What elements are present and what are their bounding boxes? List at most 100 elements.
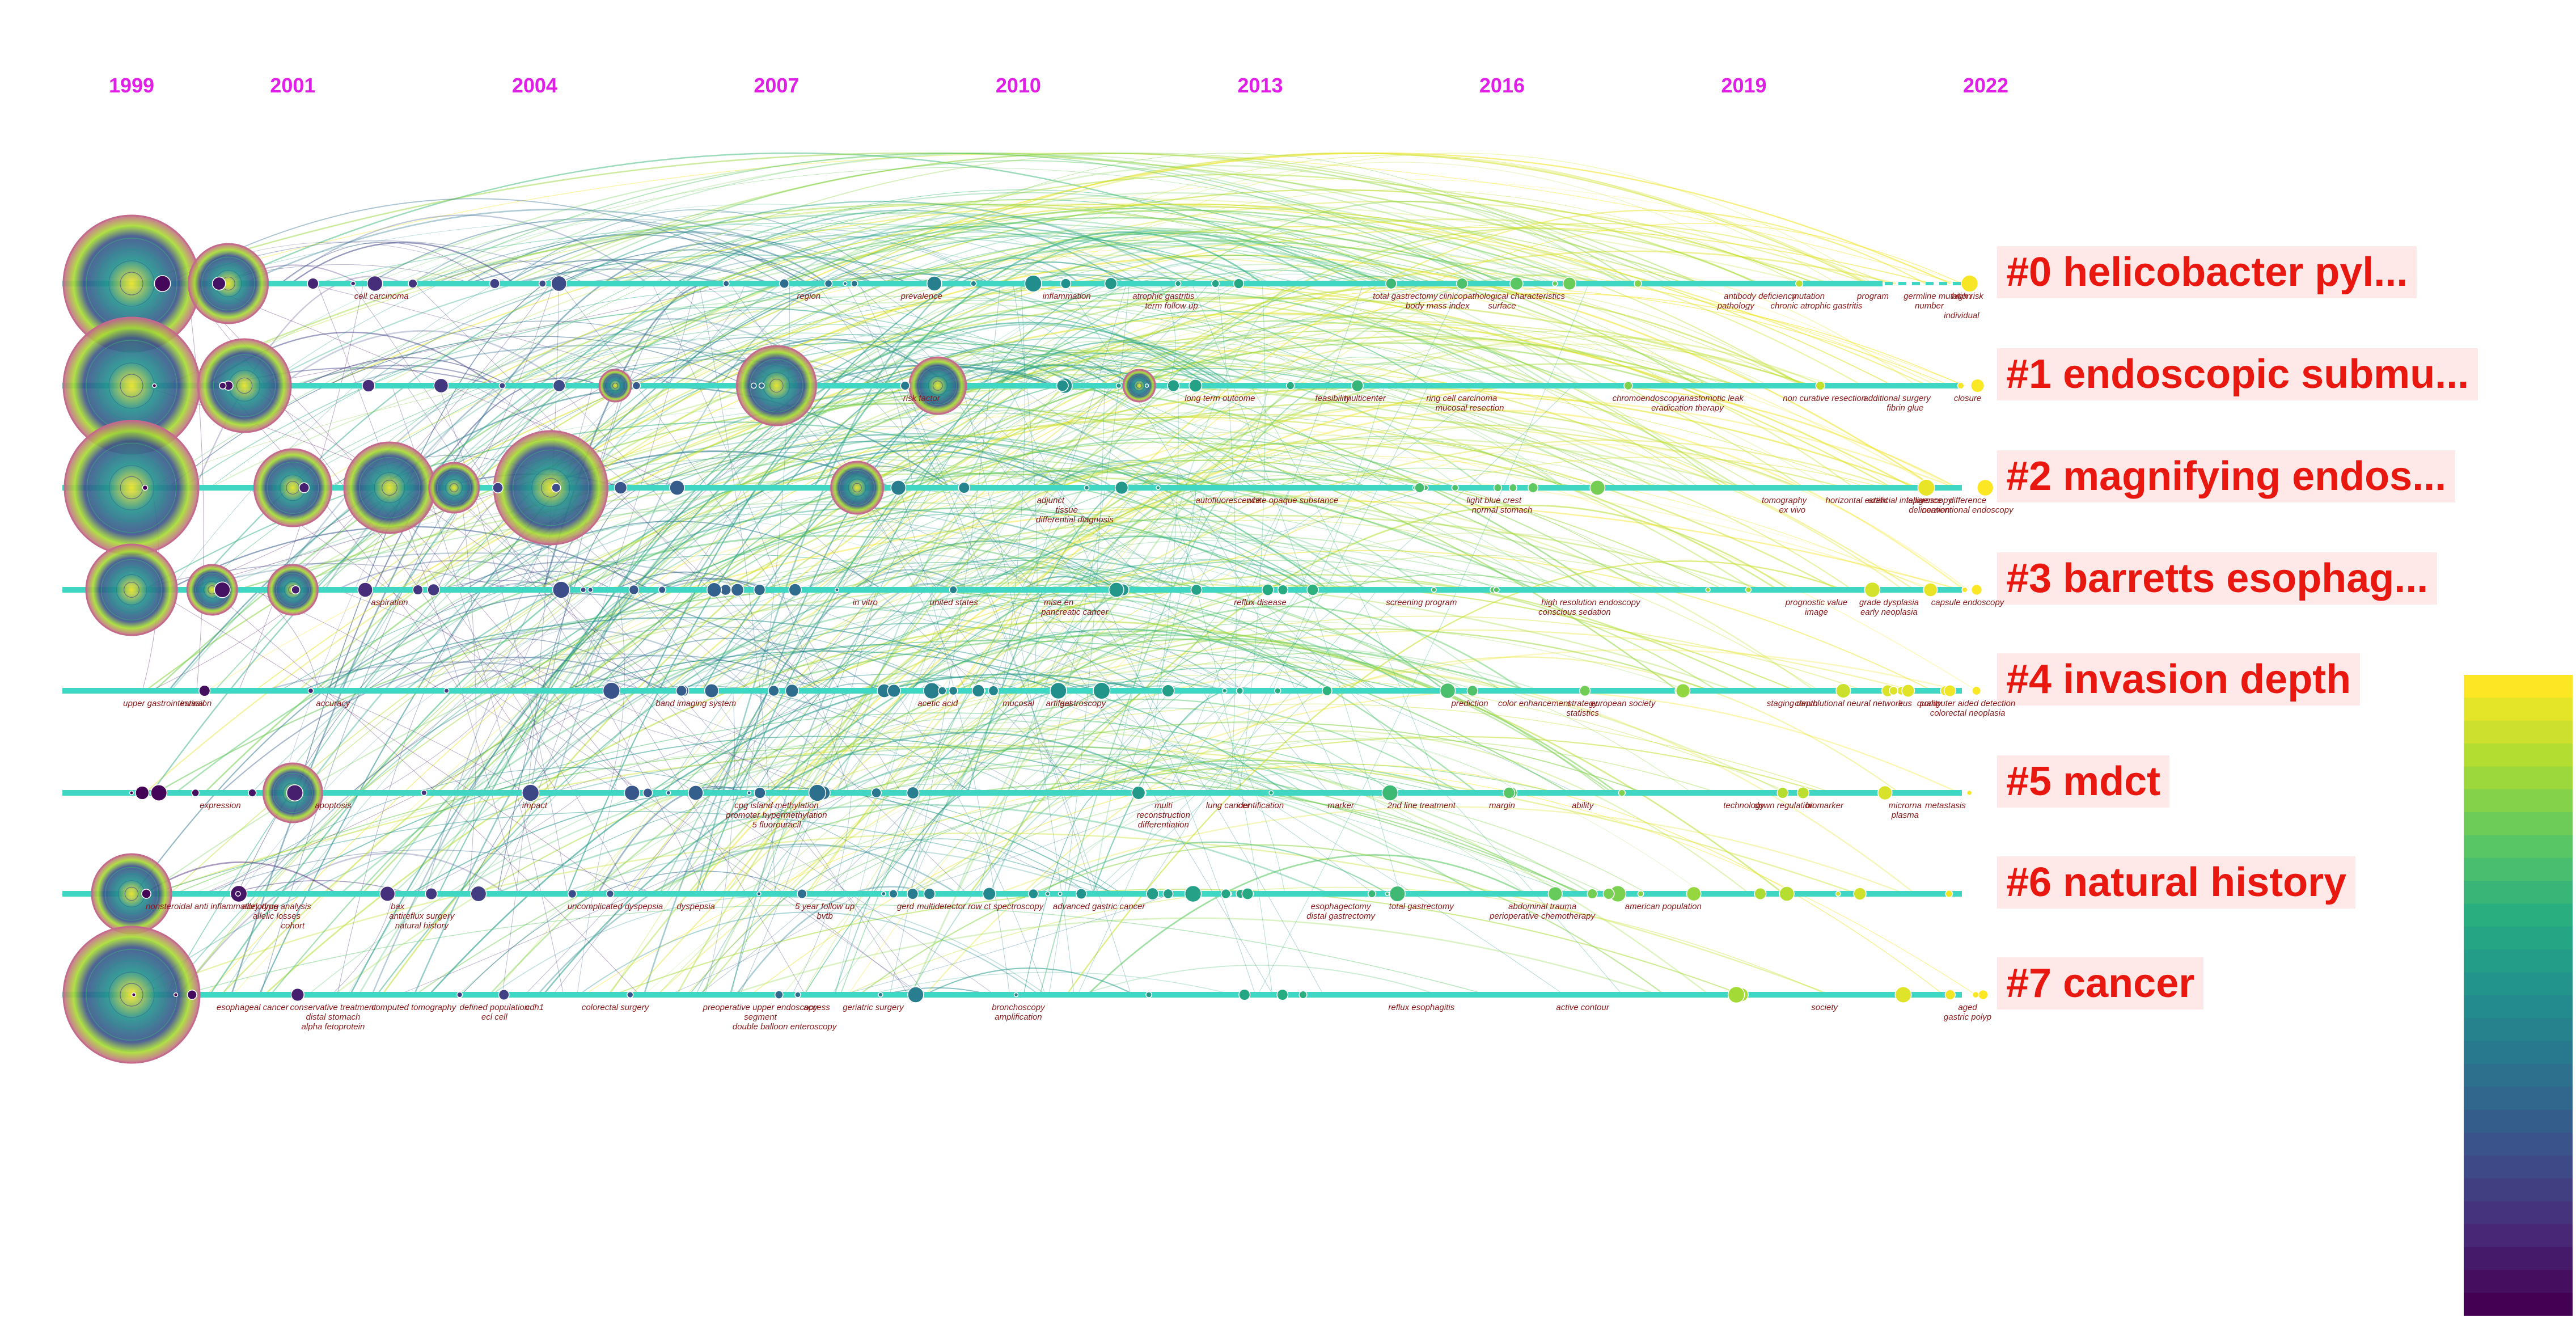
citation-arc [655, 229, 990, 284]
keyword-label: non curative resection [1783, 394, 1867, 403]
keyword-label: allelotype analysis [242, 902, 311, 911]
cluster-node-ring [267, 462, 319, 514]
citation-arc [325, 204, 1928, 386]
citation-arc [534, 261, 772, 284]
cluster-node-ring [610, 380, 621, 391]
citation-arc [166, 513, 1304, 995]
citation-link [743, 690, 1227, 793]
citation-node [1220, 888, 1232, 899]
citation-node [1145, 991, 1152, 998]
citation-node [350, 281, 356, 286]
cluster-node-ring [104, 867, 159, 921]
citation-arc [924, 967, 1135, 995]
citation-node [688, 785, 704, 801]
citation-arc [558, 249, 824, 284]
citation-arc [375, 365, 1272, 894]
citation-arc [328, 320, 767, 386]
cluster-node-ring [1136, 382, 1143, 389]
citation-arc [302, 391, 1186, 793]
keyword-label: american population [1625, 902, 1702, 911]
citation-node [1174, 280, 1182, 287]
colorbar-band [2464, 812, 2573, 835]
citation-arc [181, 904, 1488, 995]
citation-link [252, 283, 736, 386]
citation-arc [734, 228, 1583, 285]
keyword-label: adjunct [1037, 496, 1064, 505]
citation-node [1795, 279, 1804, 288]
citation-node [890, 480, 907, 496]
citation-arc [389, 447, 1949, 590]
citation-arc [701, 414, 1846, 489]
citation-arc [989, 685, 1188, 894]
keyword-label: ring cell carcinoma [1426, 394, 1498, 403]
keyword-label: invasion [180, 699, 212, 708]
citation-arc [908, 201, 1635, 590]
citation-link [817, 283, 1274, 995]
cluster-node [908, 356, 967, 415]
citation-arc [549, 160, 1492, 284]
citation-node [135, 785, 150, 800]
citation-arc [692, 554, 1041, 691]
citation-arc [1023, 475, 1668, 590]
citation-node [538, 280, 547, 288]
citation-node [1385, 277, 1397, 290]
citation-arc [1092, 276, 1340, 894]
keyword-label: biomarker [1805, 801, 1843, 810]
citation-arc [800, 152, 1951, 285]
citation-arc [168, 386, 951, 691]
citation-arc [465, 521, 883, 590]
keyword-label: segment [744, 1012, 777, 1022]
citation-link [1042, 283, 1130, 793]
cluster-node [85, 543, 178, 636]
keyword-label: high risk [1952, 292, 1983, 301]
citation-link [281, 283, 551, 590]
citation-arc [968, 504, 1791, 894]
citation-arc [468, 204, 1544, 386]
cluster-node-ring [108, 971, 155, 1018]
keyword-label: image [1804, 607, 1828, 617]
citation-arc [955, 470, 1326, 793]
citation-node [357, 582, 373, 598]
citation-node [408, 278, 418, 289]
citation-arc [152, 745, 1858, 895]
colorbar-band [2464, 1247, 2573, 1270]
citation-arc [995, 364, 1110, 387]
keyword-label: cpg island methylation [734, 801, 819, 810]
cluster-node-ring [852, 483, 862, 493]
citation-arc [528, 366, 1868, 488]
citation-arc [671, 233, 1486, 284]
citation-node [1602, 888, 1615, 900]
keyword-label: differentiation [1137, 820, 1189, 830]
citation-node [456, 991, 463, 998]
citation-link [842, 893, 1173, 995]
citation-arc [676, 227, 1758, 995]
year-label: 1999 [108, 74, 155, 97]
citation-node [1943, 684, 1956, 698]
citation-node [1901, 684, 1915, 698]
keyword-label: prognostic value [1785, 598, 1848, 607]
citation-node [1618, 789, 1626, 797]
keyword-label: chromoendoscopy [1612, 394, 1682, 403]
colorbar-band [2464, 1201, 2573, 1224]
citation-arc [144, 861, 338, 895]
keyword-label: dyspepsia [676, 902, 715, 911]
citation-arc [955, 361, 1490, 894]
citation-node [568, 889, 577, 899]
citation-arc [881, 226, 1372, 284]
citation-arc [455, 580, 1736, 692]
cluster-node-ring [208, 263, 249, 304]
keyword-label: colorectal surgery [581, 1003, 649, 1012]
citation-node [307, 277, 319, 290]
cluster-node-ring [437, 471, 471, 505]
citation-node [1754, 887, 1767, 901]
citation-arc [860, 721, 1645, 793]
citation-arc [504, 231, 874, 284]
citation-arc [610, 286, 1801, 995]
citation-node [1853, 887, 1867, 901]
cluster-node-ring [932, 381, 943, 391]
citation-link [1143, 385, 1429, 894]
cluster-node-ring [835, 466, 879, 510]
citation-arc [578, 637, 878, 691]
citation-arc [358, 243, 1433, 995]
citation-arc [466, 660, 801, 894]
